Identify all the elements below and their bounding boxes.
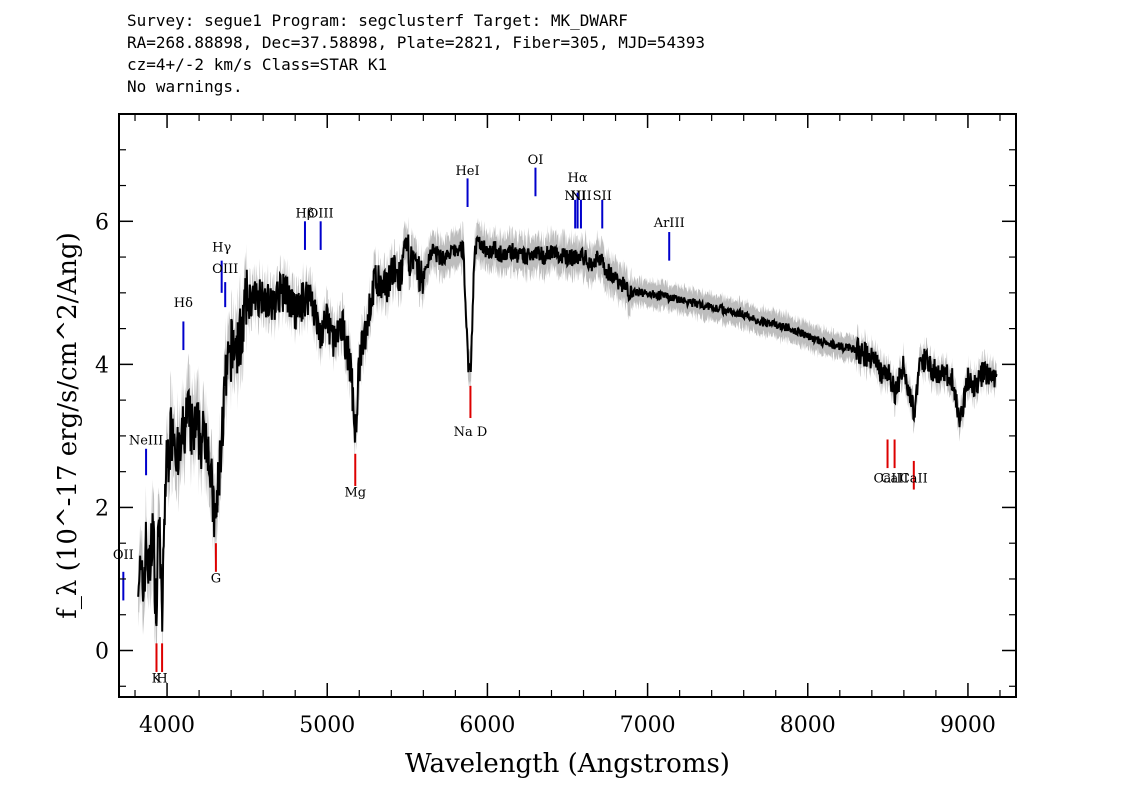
absorption-label-h: H xyxy=(156,672,167,687)
absorption-label-caii: CaII xyxy=(874,471,902,486)
emission-label-nii: NII xyxy=(570,189,592,204)
y-tick-label: 2 xyxy=(95,496,109,521)
emission-label-hei: HeI xyxy=(455,164,479,179)
spectrum-line-layer xyxy=(137,234,998,632)
y-tick-label: 6 xyxy=(95,210,109,235)
emission-label-oiii: OIII xyxy=(308,207,334,222)
x-tick-label: 9000 xyxy=(940,713,996,738)
emission-label-oiii: OIII xyxy=(212,262,238,277)
absorption-label-na-d: Na D xyxy=(454,425,488,440)
y-tick-label: 4 xyxy=(95,353,109,378)
x-tick-label: 8000 xyxy=(780,713,836,738)
emission-label-oi: OI xyxy=(528,153,544,168)
x-tick-label: 4000 xyxy=(139,713,195,738)
header-warnings-line: No warnings. xyxy=(127,77,243,96)
y-tick-label: 0 xyxy=(95,640,109,665)
emission-label-h-: Hα xyxy=(568,171,588,186)
emission-label-sii: SII xyxy=(593,189,612,204)
y-axis-title: f_λ (10^-17 erg/s/cm^2/Ang) xyxy=(53,232,83,618)
absorption-label-g: G xyxy=(211,572,221,587)
emission-label-h-: Hβ xyxy=(296,207,315,222)
emission-label-neiii: NeIII xyxy=(129,433,163,448)
spectrum-header: Survey: segue1 Program: segclusterf Targ… xyxy=(127,10,705,98)
x-axis-title: Wavelength (Angstroms) xyxy=(405,749,730,779)
absorption-label-caii: CaII xyxy=(881,471,909,486)
header-coordinates-line: RA=268.88898, Dec=37.58898, Plate=2821, … xyxy=(127,33,705,52)
error-band xyxy=(138,216,997,667)
axis-layer: 4000 5000 6000 7000 8000 9000 0 2 4 6 xyxy=(95,113,1016,738)
emission-label-h-: Hδ xyxy=(174,296,193,311)
header-class-line: cz=4+/-2 km/s Class=STAR K1 xyxy=(127,55,388,74)
x-tick-label: 7000 xyxy=(620,713,676,738)
error-band-layer xyxy=(138,216,997,667)
absorption-label-k: K xyxy=(152,672,162,687)
emission-label-oii: OII xyxy=(113,548,134,563)
x-tick-label: 6000 xyxy=(459,713,515,738)
emission-label-h-: Hγ xyxy=(212,240,231,255)
x-tick-label: 5000 xyxy=(299,713,355,738)
absorption-label-caii: CaII xyxy=(900,471,928,486)
absorption-label-mg: Mg xyxy=(344,486,366,501)
header-survey-line: Survey: segue1 Program: segclusterf Targ… xyxy=(127,11,628,30)
spectrum-line xyxy=(137,234,998,632)
emission-label-ariii: ArIII xyxy=(653,216,685,231)
plot-frame xyxy=(118,113,1017,698)
